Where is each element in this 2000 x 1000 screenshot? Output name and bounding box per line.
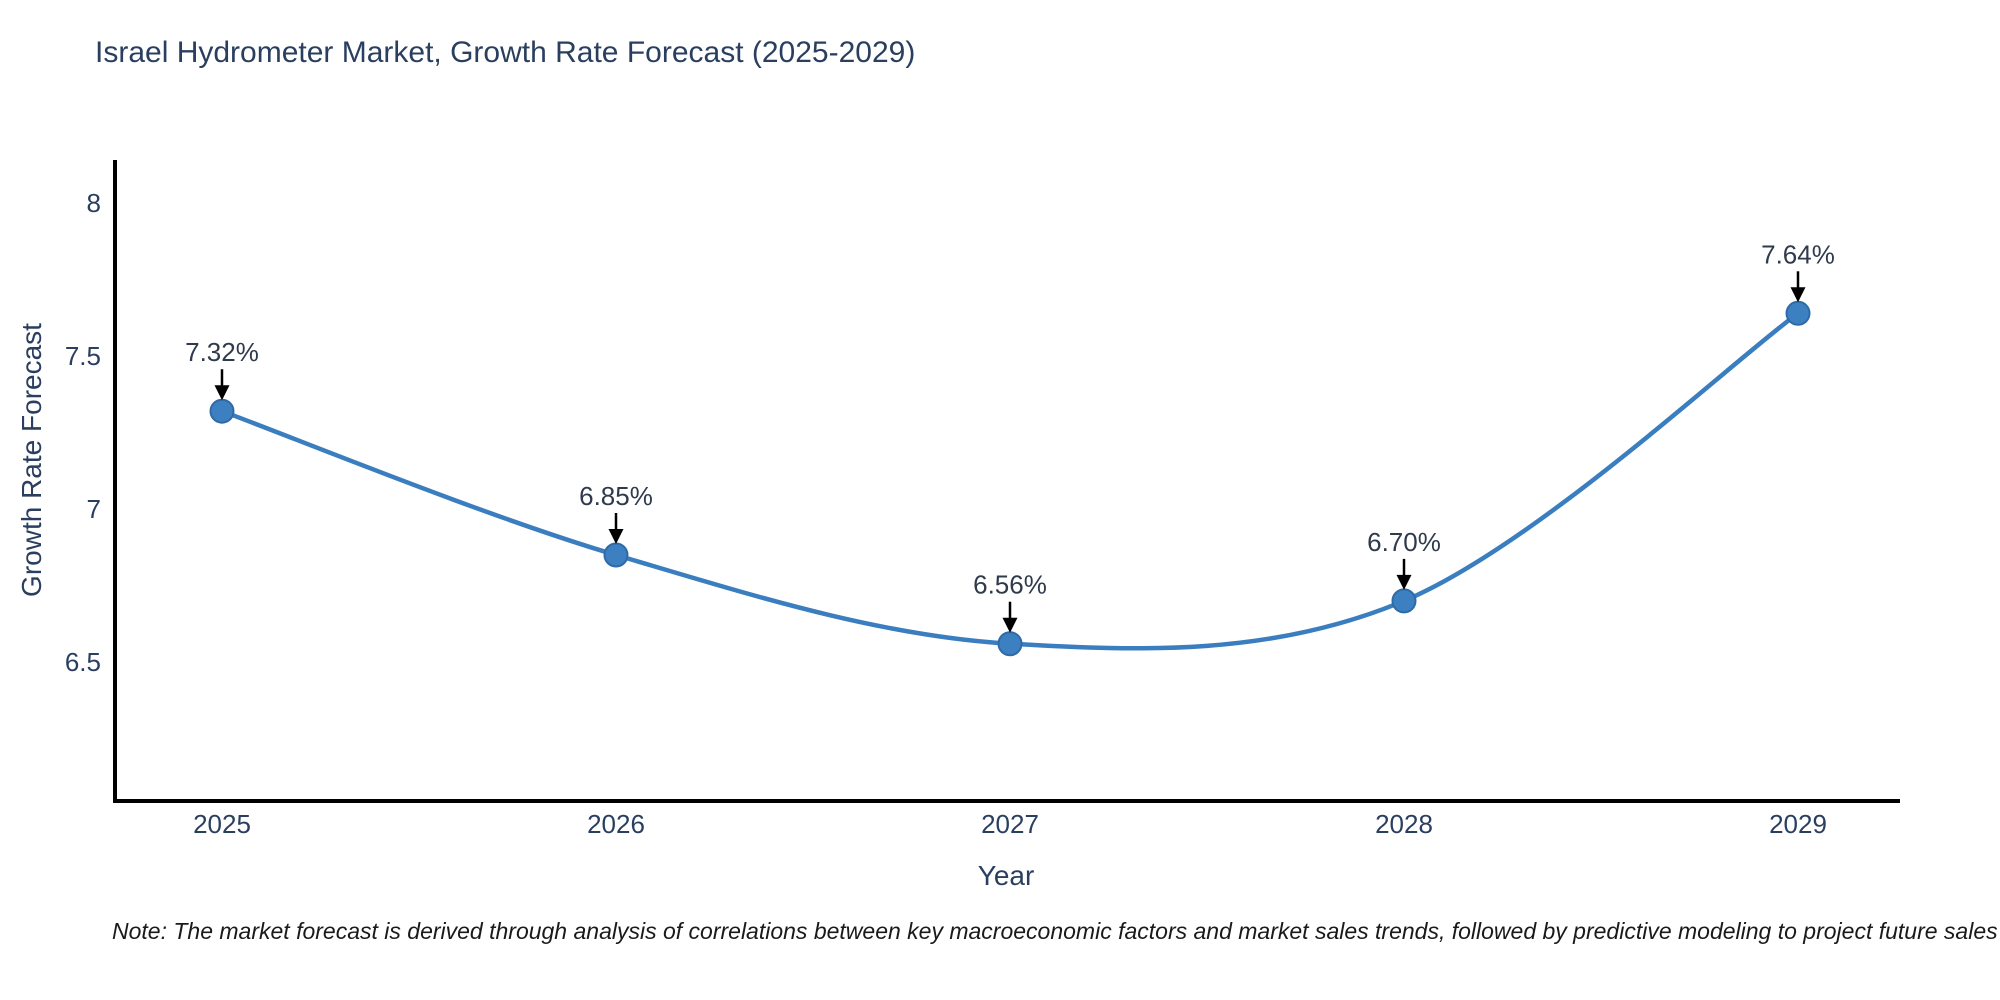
x-axis-title: Year xyxy=(977,860,1035,891)
y-tick-label: 6.5 xyxy=(65,647,101,677)
data-point xyxy=(603,542,629,568)
data-point xyxy=(1785,300,1811,326)
x-tick-label: 2027 xyxy=(981,809,1039,839)
data-point xyxy=(209,398,235,424)
annotation-label: 6.85% xyxy=(579,481,653,511)
x-tick-label: 2026 xyxy=(587,809,645,839)
annotation-label: 7.64% xyxy=(1761,239,1835,269)
data-point xyxy=(997,631,1023,657)
annotation-arrow-head xyxy=(1396,574,1412,590)
annotation-arrow-head xyxy=(1002,617,1018,633)
annotation-arrow-head xyxy=(214,385,230,401)
y-tick-label: 7 xyxy=(87,494,101,524)
y-tick-label: 8 xyxy=(87,188,101,218)
annotation-label: 7.32% xyxy=(185,337,259,367)
x-tick-label: 2029 xyxy=(1769,809,1827,839)
data-point xyxy=(1391,588,1417,614)
x-tick-label: 2028 xyxy=(1375,809,1433,839)
y-axis-title: Growth Rate Forecast xyxy=(16,323,47,597)
x-tick-label: 2025 xyxy=(193,809,251,839)
footnote: Note: The market forecast is derived thr… xyxy=(112,918,1998,944)
y-tick-label: 7.5 xyxy=(65,341,101,371)
annotation-arrow-head xyxy=(608,529,624,545)
annotation-label: 6.70% xyxy=(1367,527,1441,557)
annotation-arrow-head xyxy=(1790,287,1806,303)
chart-title: Israel Hydrometer Market, Growth Rate Fo… xyxy=(95,36,916,69)
annotation-label: 6.56% xyxy=(973,570,1047,600)
